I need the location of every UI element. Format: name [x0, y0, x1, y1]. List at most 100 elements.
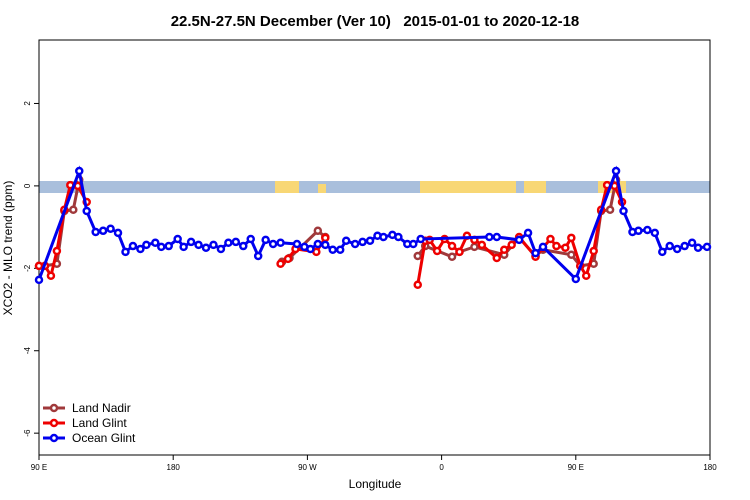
point [292, 239, 302, 249]
point [82, 206, 91, 216]
point [567, 250, 576, 259]
point [46, 271, 56, 280]
point [253, 251, 263, 261]
point [201, 243, 211, 252]
point [650, 228, 660, 238]
point [447, 252, 457, 262]
point [507, 240, 516, 250]
point [328, 245, 337, 255]
x-axis-label: Longitude [349, 477, 402, 491]
point [341, 236, 351, 245]
point [538, 242, 548, 252]
point [687, 238, 697, 248]
point [589, 246, 598, 256]
point [416, 234, 425, 244]
y-tick-label: 0 [23, 183, 32, 188]
point [605, 205, 615, 215]
point [268, 239, 278, 249]
x-tick-label: 180 [703, 463, 717, 472]
point [350, 239, 360, 249]
point [276, 259, 285, 269]
point [157, 242, 166, 252]
point [321, 240, 330, 250]
point [98, 226, 108, 236]
point [702, 242, 712, 252]
point [531, 248, 540, 258]
point [611, 166, 621, 176]
point [142, 240, 151, 250]
legend-marker [49, 418, 59, 428]
series-line [39, 183, 624, 286]
point [173, 234, 182, 244]
point [164, 241, 173, 251]
point [409, 239, 418, 249]
point [634, 226, 643, 236]
point [693, 243, 703, 252]
point [216, 244, 226, 254]
point [680, 241, 689, 251]
x-tick-label: 180 [167, 463, 181, 472]
point [179, 242, 188, 252]
point [379, 232, 388, 242]
point [523, 228, 533, 238]
point [52, 246, 62, 256]
point [224, 238, 233, 248]
legend-label: Land Glint [72, 416, 127, 430]
point [335, 245, 345, 255]
point [358, 237, 367, 247]
point [306, 244, 315, 254]
point [552, 241, 561, 251]
legend-label: Ocean Glint [72, 431, 136, 445]
y-tick-label: 2 [23, 101, 32, 106]
point [514, 235, 524, 245]
point [91, 227, 100, 237]
point [499, 245, 509, 255]
point [394, 232, 403, 242]
point [136, 244, 145, 254]
point [283, 254, 293, 264]
point [477, 240, 487, 250]
point [128, 241, 138, 251]
point [34, 275, 44, 285]
point [432, 246, 442, 256]
point [365, 236, 375, 245]
point [567, 233, 576, 243]
legend-label: Land Nadir [72, 401, 131, 415]
point [121, 247, 130, 257]
map-strip [39, 181, 710, 193]
point [246, 234, 255, 244]
point [619, 206, 628, 216]
point [106, 224, 115, 233]
x-tick-label: 90 E [31, 463, 47, 472]
point [186, 237, 196, 247]
y-axis-label: XCO2 - MLO trend (ppm) [1, 181, 15, 316]
point [151, 238, 160, 248]
point [261, 235, 270, 245]
chart-title: 22.5N-27.5N December (Ver 10) 2015-01-01… [171, 13, 580, 30]
point [113, 228, 123, 238]
point [239, 241, 248, 251]
point [581, 271, 591, 280]
legend-marker [49, 403, 59, 413]
point [665, 241, 674, 251]
point [231, 237, 241, 247]
point [321, 233, 330, 243]
point [209, 240, 218, 250]
y-tick-label: -4 [23, 347, 32, 355]
point [413, 280, 422, 290]
point [470, 242, 479, 252]
x-tick-label: 90 W [298, 463, 317, 472]
x-tick-label: 90 E [568, 463, 584, 472]
point [546, 234, 555, 244]
point [455, 247, 464, 257]
y-tick-label: -6 [23, 429, 32, 437]
point [672, 244, 682, 254]
point [492, 232, 502, 242]
point [658, 247, 667, 257]
point [485, 232, 494, 242]
point [571, 274, 581, 284]
x-tick-label: 0 [439, 463, 444, 472]
point [643, 225, 652, 235]
